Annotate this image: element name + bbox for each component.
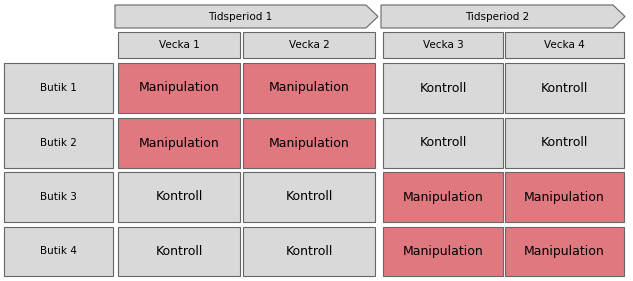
Bar — [383, 32, 503, 58]
Text: Kontroll: Kontroll — [155, 245, 203, 258]
Text: Manipulation: Manipulation — [139, 137, 220, 149]
Bar — [118, 32, 240, 58]
Bar — [118, 227, 240, 276]
Text: Manipulation: Manipulation — [403, 191, 484, 203]
Text: Vecka 1: Vecka 1 — [159, 40, 199, 50]
Bar — [243, 227, 375, 276]
Text: Kontroll: Kontroll — [541, 137, 588, 149]
Bar — [118, 118, 240, 168]
Bar — [505, 63, 624, 113]
Bar — [4, 227, 113, 276]
Text: Manipulation: Manipulation — [403, 245, 484, 258]
Text: Vecka 4: Vecka 4 — [544, 40, 585, 50]
Text: Kontroll: Kontroll — [419, 81, 467, 94]
Bar — [118, 172, 240, 222]
Text: Manipulation: Manipulation — [268, 81, 349, 94]
Bar — [243, 63, 375, 113]
Text: Butik 1: Butik 1 — [40, 83, 77, 93]
Text: Kontroll: Kontroll — [541, 81, 588, 94]
Text: Kontroll: Kontroll — [285, 245, 333, 258]
Bar — [505, 172, 624, 222]
Text: Vecka 2: Vecka 2 — [289, 40, 329, 50]
Text: Kontroll: Kontroll — [285, 191, 333, 203]
Bar — [383, 227, 503, 276]
Bar — [4, 63, 113, 113]
Text: Manipulation: Manipulation — [139, 81, 220, 94]
Bar — [383, 172, 503, 222]
Polygon shape — [381, 5, 625, 28]
Text: Butik 4: Butik 4 — [40, 246, 77, 257]
Bar — [505, 227, 624, 276]
Bar — [243, 172, 375, 222]
Bar — [4, 172, 113, 222]
Polygon shape — [115, 5, 378, 28]
Text: Kontroll: Kontroll — [155, 191, 203, 203]
Text: Butik 2: Butik 2 — [40, 138, 77, 148]
Bar — [505, 118, 624, 168]
Bar — [383, 63, 503, 113]
Bar — [4, 118, 113, 168]
Bar — [383, 118, 503, 168]
Text: Manipulation: Manipulation — [268, 137, 349, 149]
Bar — [118, 63, 240, 113]
Text: Butik 3: Butik 3 — [40, 192, 77, 202]
Bar — [243, 32, 375, 58]
Text: Manipulation: Manipulation — [524, 245, 605, 258]
Bar — [505, 32, 624, 58]
Text: Tidsperiod 1: Tidsperiod 1 — [208, 12, 273, 22]
Text: Kontroll: Kontroll — [419, 137, 467, 149]
Text: Manipulation: Manipulation — [524, 191, 605, 203]
Bar — [243, 118, 375, 168]
Text: Vecka 3: Vecka 3 — [423, 40, 463, 50]
Text: Tidsperiod 2: Tidsperiod 2 — [465, 12, 529, 22]
